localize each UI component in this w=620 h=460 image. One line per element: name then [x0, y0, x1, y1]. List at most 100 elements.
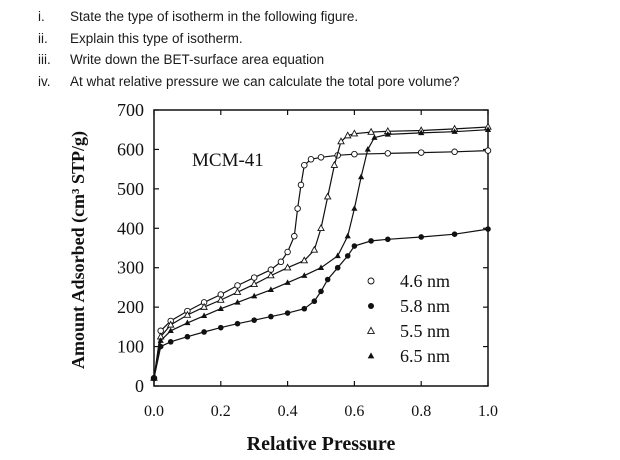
data-point: [384, 150, 392, 157]
data-point: [301, 272, 308, 278]
data-point: [183, 310, 192, 318]
data-point: [417, 149, 425, 156]
data-point: [234, 299, 241, 305]
question-number: ii.: [38, 30, 48, 46]
question-item: iv. At what relative pressure we can calc…: [38, 71, 459, 93]
data-point: [451, 148, 458, 156]
data-point: [317, 264, 325, 270]
series-5.5-nm: [150, 122, 492, 381]
question-item: iii. Write down the BET-surface area equa…: [38, 49, 459, 71]
y-tick-label: 700: [117, 100, 144, 120]
legend-marker: [367, 277, 375, 285]
legend-label: 4.6 nm: [400, 271, 450, 291]
data-point: [368, 238, 374, 244]
data-point: [166, 320, 175, 328]
question-number: i.: [38, 9, 45, 24]
y-axis-label: Amount Adsorbed (cm³ STP/g): [68, 131, 89, 369]
y-tick-label: 300: [117, 258, 144, 278]
data-point: [150, 374, 158, 381]
data-point: [323, 192, 332, 200]
data-point: [384, 131, 391, 137]
data-point: [301, 161, 308, 169]
y-tick-label: 100: [117, 337, 144, 357]
data-point: [351, 150, 358, 158]
data-point: [283, 263, 292, 271]
data-point: [267, 286, 274, 293]
data-point: [284, 310, 291, 316]
data-point: [268, 313, 274, 320]
question-text: At what relative pressure we can calcula…: [70, 73, 460, 89]
legend-marker: [368, 303, 374, 309]
series-line: [153, 150, 489, 379]
data-point: [334, 252, 341, 259]
data-point: [385, 236, 391, 243]
data-point: [277, 258, 285, 266]
data-point: [250, 279, 259, 287]
data-point: [318, 288, 324, 295]
data-point: [311, 298, 318, 305]
data-point: [284, 248, 291, 256]
x-tick-label: 0.8: [411, 403, 431, 420]
series-4.6-nm: [150, 147, 492, 382]
data-point: [184, 333, 191, 340]
data-point: [317, 154, 325, 161]
y-tick-label: 400: [117, 218, 144, 238]
legend: 4.6 nm 5.8 nm 5.5 nm 6.5 nm: [366, 271, 450, 366]
question-number: iii.: [38, 52, 51, 67]
data-point: [451, 231, 458, 237]
data-point: [234, 320, 241, 327]
question-item: i. State the type of isotherm in the foll…: [38, 6, 459, 28]
data-point: [234, 282, 241, 289]
data-point: [330, 160, 339, 168]
x-tick-label: 0.0: [144, 403, 164, 420]
data-point: [216, 295, 225, 303]
data-point: [201, 329, 207, 335]
data-point: [367, 127, 375, 135]
chart-title: MCM-41: [192, 150, 264, 171]
data-point: [157, 337, 164, 343]
axis-ticks: 0.0 0.2 0.4 0.6 0.8 1.0 0 100 200 300 400 500 600 700: [117, 100, 498, 420]
data-point: [351, 205, 358, 211]
data-point: [364, 146, 371, 152]
data-point: [418, 234, 425, 240]
question-number: iv.: [38, 73, 51, 89]
x-tick-label: 0.2: [211, 403, 231, 420]
data-point: [284, 279, 291, 285]
data-point: [251, 317, 257, 323]
series-6.5-nm: [150, 126, 492, 381]
y-tick-label: 200: [117, 297, 144, 317]
data-point: [337, 137, 345, 145]
data-point: [324, 276, 331, 283]
data-point: [343, 131, 352, 139]
data-point: [358, 173, 365, 180]
data-point: [307, 156, 315, 163]
legend-label: 5.8 nm: [400, 296, 450, 316]
data-point: [351, 243, 358, 249]
data-point: [344, 253, 351, 259]
data-point: [267, 271, 275, 279]
data-point: [251, 292, 258, 299]
question-text: Write down the BET-surface area equation: [70, 52, 325, 67]
legend-label: 6.5 nm: [400, 346, 450, 366]
y-tick-label: 500: [117, 179, 144, 199]
x-tick-label: 0.4: [278, 403, 298, 420]
data-point: [167, 327, 174, 334]
y-tick-label: 600: [117, 139, 144, 159]
data-point: [344, 232, 351, 239]
question-text: State the type of isotherm in the follow…: [70, 9, 359, 24]
data-point: [317, 223, 325, 231]
x-tick-label: 0.6: [344, 403, 364, 420]
plot-frame: [153, 109, 489, 387]
legend-marker: [367, 352, 375, 359]
data-point: [201, 312, 208, 319]
data-point: [418, 129, 425, 136]
data-point: [184, 319, 191, 326]
legend-marker: [366, 326, 376, 334]
question-text: Explain this type of isotherm.: [70, 30, 243, 46]
data-point: [451, 128, 458, 134]
data-point: [350, 129, 359, 137]
data-point: [294, 205, 301, 212]
data-point: [217, 305, 224, 311]
y-tick-label: 0: [135, 376, 144, 396]
